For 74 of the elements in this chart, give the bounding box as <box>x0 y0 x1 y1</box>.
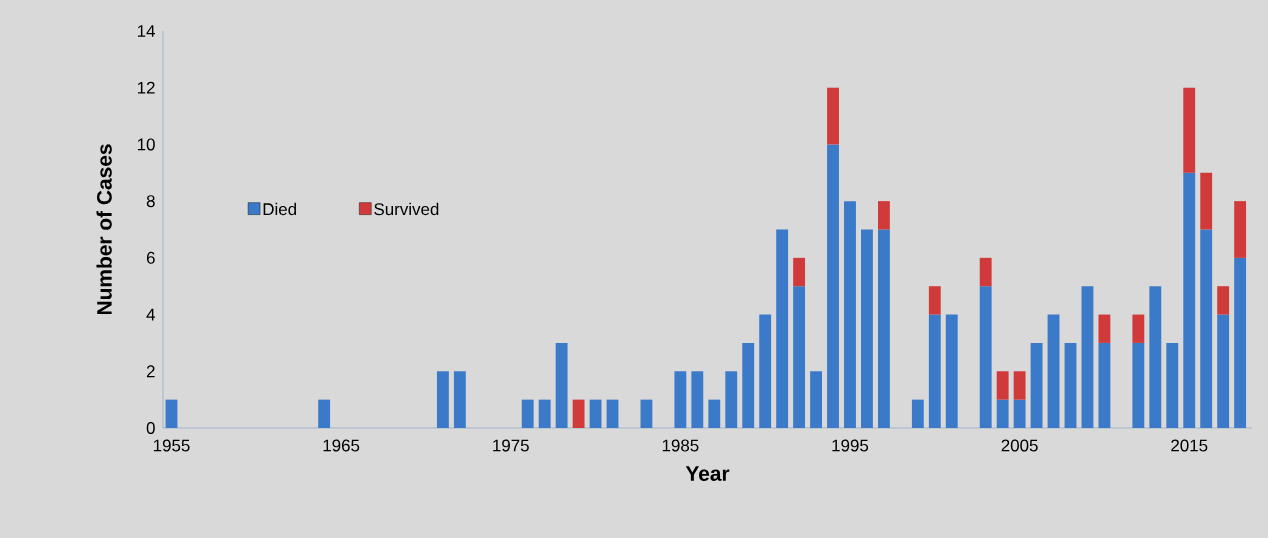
bar <box>691 371 704 428</box>
legend-label: Survived <box>374 202 439 216</box>
bar <box>861 229 873 428</box>
x-axis-title: Year <box>685 466 730 481</box>
bar <box>1132 342 1145 428</box>
bar <box>1098 342 1111 428</box>
y-tick-label: 0 <box>146 421 155 434</box>
bar <box>1132 314 1145 343</box>
bar <box>1013 399 1026 428</box>
x-tick-label: 1985 <box>662 439 699 452</box>
y-tick-label: 6 <box>146 251 155 264</box>
bar <box>793 286 806 428</box>
bar <box>1149 286 1162 428</box>
bar <box>827 144 839 428</box>
bar <box>521 399 534 428</box>
bar <box>911 399 924 428</box>
bar <box>844 201 856 428</box>
x-tick-label: 1965 <box>323 439 360 452</box>
legend-label: Died <box>263 202 296 216</box>
x-tick-label: 1995 <box>832 439 869 452</box>
bar <box>877 201 890 230</box>
bar <box>1081 286 1094 428</box>
x-tick-label: 2015 <box>1171 439 1208 452</box>
y-axis-title: Number of Cases <box>96 144 112 315</box>
bar <box>1030 342 1043 428</box>
bar <box>640 399 653 428</box>
bar <box>606 399 619 428</box>
bar <box>945 314 958 428</box>
bar <box>572 399 585 428</box>
bar <box>165 399 178 428</box>
x-tick-label: 1955 <box>153 439 190 452</box>
bar <box>996 399 1009 428</box>
y-tick-label: 14 <box>137 25 155 37</box>
bar <box>877 229 890 428</box>
bar <box>436 371 449 428</box>
bar <box>1200 172 1213 230</box>
y-tick-label: 8 <box>146 195 155 208</box>
bar <box>928 314 941 428</box>
bar <box>1234 257 1247 428</box>
bar <box>453 371 466 428</box>
bar <box>674 371 687 428</box>
bar <box>1064 342 1077 428</box>
bar <box>1013 371 1026 400</box>
bar <box>538 399 551 428</box>
bar <box>1183 172 1196 428</box>
bar <box>1217 286 1230 315</box>
bar <box>979 257 992 287</box>
bar <box>810 371 822 428</box>
bar <box>318 399 331 428</box>
bar <box>589 399 602 428</box>
bar <box>928 286 941 315</box>
bar <box>742 342 755 428</box>
bar <box>979 286 992 428</box>
bar <box>996 371 1009 400</box>
bar <box>1217 314 1230 428</box>
bar <box>1166 342 1179 428</box>
bar <box>759 314 772 428</box>
bar <box>1047 314 1060 428</box>
bar <box>1098 314 1111 343</box>
y-tick-label: 4 <box>146 308 155 321</box>
bar <box>725 371 738 428</box>
bar <box>827 87 839 145</box>
bar <box>776 229 789 428</box>
bar <box>1200 229 1213 428</box>
x-tick-label: 1975 <box>493 439 529 452</box>
y-tick-label: 2 <box>146 365 155 378</box>
y-tick-label: 10 <box>137 138 155 151</box>
y-tick-label: 12 <box>137 81 155 94</box>
x-tick-label: 2005 <box>1001 439 1038 452</box>
bar <box>1183 87 1196 173</box>
bar <box>555 342 568 428</box>
bar <box>708 399 721 428</box>
bar <box>793 257 806 287</box>
bar <box>1234 201 1247 258</box>
